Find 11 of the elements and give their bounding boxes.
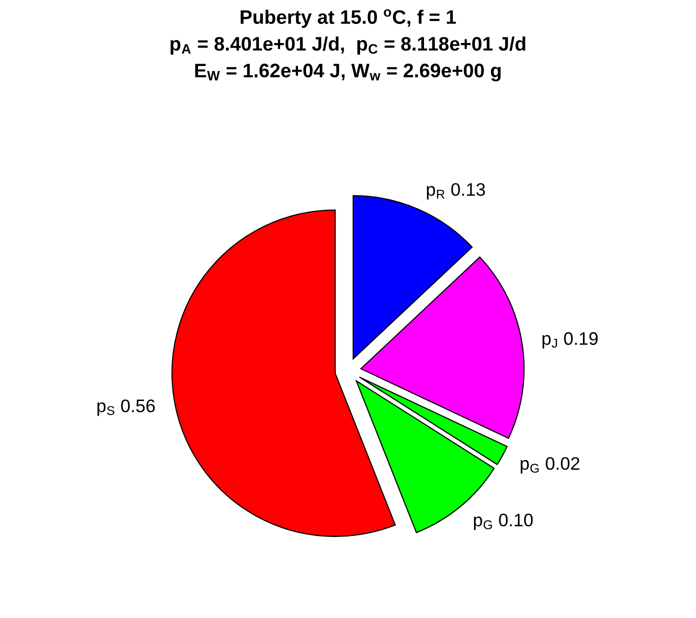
data-label: 0.19 xyxy=(564,332,598,345)
data-label: 0.13 xyxy=(451,183,485,196)
slice-label: p$_{R}$ xyxy=(426,186,445,200)
slice-label: p$_{S}$ xyxy=(97,402,114,416)
slice-label: p$_{G}$ xyxy=(474,516,492,530)
slice-label: p$_{J}$ xyxy=(542,335,557,349)
chart-title: Puberty at 15.0 $^{o}$C, f = 1 p$_{A}$ = 8.401e+01 J/d, p$_{C}$ = 8.118e+01 J/d E$_{W}$ = 1.62e+04 J, W$_{w}$ = 2.69e+00 g xyxy=(170,9,526,82)
data-label: 0.02 xyxy=(546,457,580,470)
data-label: 0.56 xyxy=(121,399,155,412)
data-label: 0.10 xyxy=(499,514,533,526)
slice-label: p$_{G}$ xyxy=(520,460,539,474)
